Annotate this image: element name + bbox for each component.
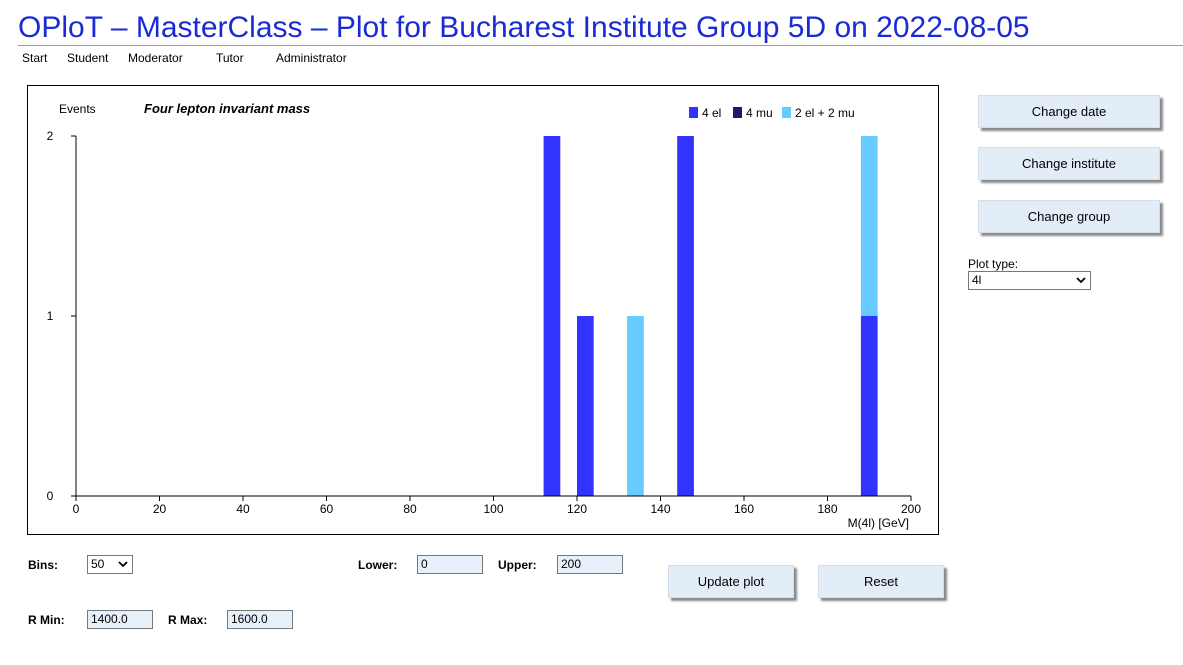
bar-4-el-188 [860,316,878,496]
y-tick-label-1: 1 [47,309,54,323]
x-tick-label-20: 20 [153,502,167,516]
nav-student[interactable]: Student [67,51,109,65]
x-tick-label-160: 160 [734,502,754,516]
lower-label: Lower: [358,558,398,572]
chevron-down-icon [1076,272,1086,295]
x-tick-label-100: 100 [483,502,503,516]
legend-swatch-1 [733,107,742,118]
update-plot-button[interactable]: Update plot [668,565,794,598]
reset-button[interactable]: Reset [818,565,944,598]
plot-type-value: 4l [972,273,982,287]
x-tick-label-40: 40 [236,502,250,516]
legend-swatch-0 [689,107,698,118]
x-tick-label-80: 80 [403,502,417,516]
bar-4-el-120 [577,316,594,496]
upper-input[interactable]: 200 [557,555,623,574]
x-tick-label-120: 120 [567,502,587,516]
plot-type-select[interactable]: 4l [968,271,1091,290]
legend-entry-1: 4 mu [746,106,773,120]
x-tick-label-180: 180 [817,502,837,516]
plot-area: 0 20 40 60 80 100 120 140 160 180 200 0 1 2 Events Four… [27,85,939,535]
change-date-button[interactable]: Change date [978,95,1160,128]
rmax-label: R Max: [168,613,208,627]
x-tick-label-60: 60 [320,502,334,516]
page-title: OPloT – MasterClass – Plot for Bucharest… [18,11,1030,44]
nav-moderator[interactable]: Moderator [128,51,183,65]
bar-2-el-2-mu-132 [627,316,644,496]
histogram-chart: 0 20 40 60 80 100 120 140 160 180 200 0 1 2 Events Four… [47,101,922,530]
title-divider [18,45,1183,46]
bar-4-el-144 [677,136,694,496]
bins-select[interactable]: 50 [87,555,133,574]
x-axis-label: M(4l) [GeV] [848,516,909,530]
rmin-input[interactable]: 1400.0 [87,610,153,629]
y-tick-label-0: 0 [47,489,54,503]
y-axis-label: Events [59,102,96,116]
upper-label: Upper: [498,558,537,572]
chart-title: Four lepton invariant mass [144,101,310,116]
lower-input[interactable]: 0 [417,555,483,574]
x-tick-label-0: 0 [73,502,80,516]
rmax-input[interactable]: 1600.0 [227,610,293,629]
y-tick-label-2: 2 [47,129,54,143]
legend-swatch-2 [782,107,791,118]
nav-tutor[interactable]: Tutor [216,51,244,65]
chevron-down-icon [118,556,128,579]
bins-value: 50 [91,557,105,571]
bar-4-el-112 [543,136,561,496]
nav-start[interactable]: Start [22,51,48,65]
x-tick-label-140: 140 [650,502,670,516]
x-tick-label-200: 200 [901,502,921,516]
rmin-label: R Min: [28,613,65,627]
bins-label: Bins: [28,558,58,572]
legend-entry-0: 4 el [702,106,721,120]
legend-entry-2: 2 el + 2 mu [795,106,855,120]
bar-2-el-2-mu-188 [860,136,878,316]
nav-administrator[interactable]: Administrator [276,51,347,65]
change-group-button[interactable]: Change group [978,200,1160,233]
change-institute-button[interactable]: Change institute [978,147,1160,180]
plot-type-label: Plot type: [968,257,1019,271]
